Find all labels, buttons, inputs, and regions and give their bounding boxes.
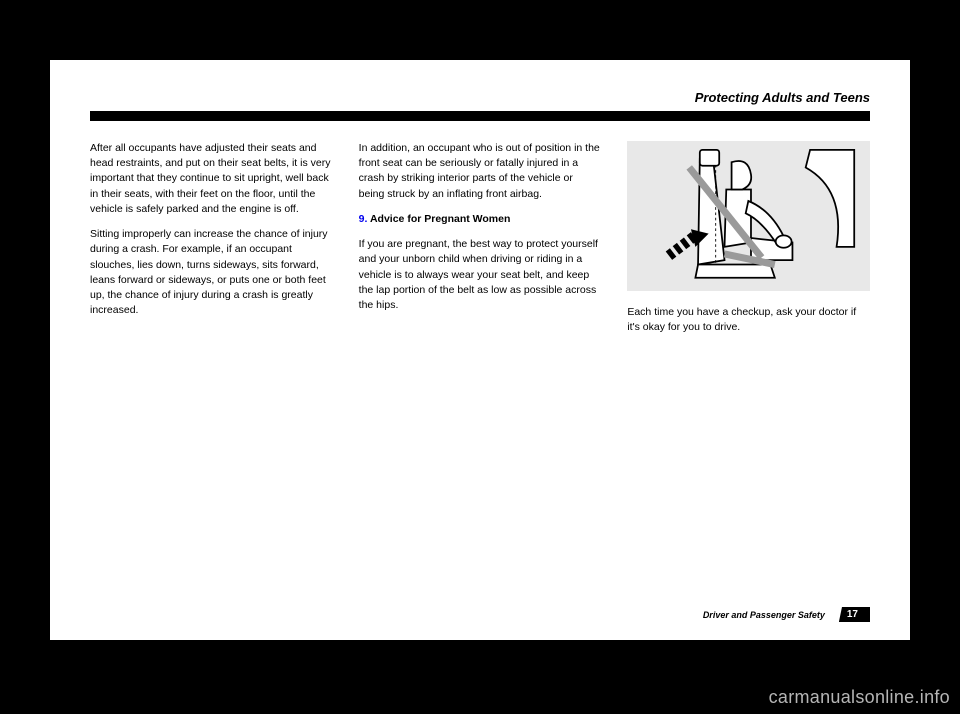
watermark: carmanualsonline.info [769,687,950,708]
column-3: Each time you have a checkup, ask your d… [627,141,870,345]
seatbelt-illustration [627,141,870,291]
column-1: After all occupants have adjusted their … [90,141,333,345]
footer-section-label: Driver and Passenger Safety [703,610,825,620]
column-2: In addition, an occupant who is out of p… [359,141,602,345]
page-number: 17 [839,607,870,622]
col1-para2: Sitting improperly can increase the chan… [90,227,333,318]
page-footer: Driver and Passenger Safety 17 [703,607,870,622]
col2-subhead: 9. Advice for Pregnant Women [359,212,602,227]
col2-para1: In addition, an occupant who is out of p… [359,141,602,202]
col2-para2: If you are pregnant, the best way to pro… [359,237,602,313]
text-columns: After all occupants have adjusted their … [90,141,870,345]
manual-page: Protecting Adults and Teens After all oc… [50,60,910,640]
section-link[interactable]: 9. [359,213,368,225]
subhead-text: Advice for Pregnant Women [370,213,510,225]
header-rule [90,111,870,121]
col1-para1: After all occupants have adjusted their … [90,141,333,217]
page-title: Protecting Adults and Teens [90,90,870,105]
col3-para1: Each time you have a checkup, ask your d… [627,305,870,335]
